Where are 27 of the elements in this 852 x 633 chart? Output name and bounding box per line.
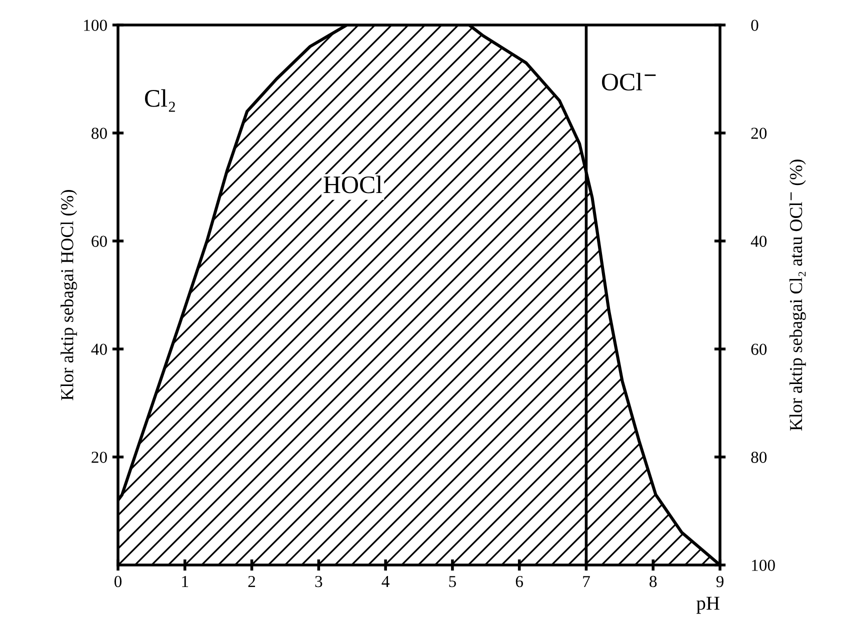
annotation: Cl₂ — [145, 89, 175, 112]
y-tick-label: 20 — [92, 452, 107, 463]
y2-tick-label: 80 — [751, 452, 767, 463]
y-tick-label: 80 — [92, 128, 107, 139]
x-tick-label: 5 — [449, 576, 456, 588]
y-tick-label: 60 — [92, 236, 107, 247]
x-tick-label: 3 — [315, 576, 322, 588]
x-tick-label: 8 — [650, 576, 657, 588]
annotation: OCl$^{−}$ — [602, 72, 656, 91]
y2-tick-label: 40 — [750, 236, 767, 247]
y-tick-label: 40 — [91, 344, 107, 355]
x-tick-label: 9 — [716, 576, 724, 588]
y2-tick-label: 100 — [752, 560, 775, 571]
y2-tick-label: 0 — [751, 20, 758, 31]
y-tick-label: 100 — [84, 20, 107, 31]
y2-tick-label: 60 — [751, 344, 767, 355]
x-tick-label: 0 — [114, 576, 122, 588]
x-tick-label: 2 — [248, 576, 256, 587]
annotation: HOCl — [324, 176, 382, 194]
x-tick-label: 7 — [583, 576, 590, 587]
x-axis-title: pH — [696, 596, 720, 614]
y2-tick-label: 20 — [751, 128, 767, 139]
x-tick-label: 4 — [382, 576, 390, 587]
y-axis-title: Klor aktip sebagai HOCl (%) — [60, 190, 78, 400]
x-tick-label: 6 — [516, 576, 524, 588]
y2-axis-title: Klor aktip sebagai Cl₂ atau OCl$^{−}$ (%) — [789, 160, 806, 431]
x-tick-label: 1 — [182, 576, 188, 587]
